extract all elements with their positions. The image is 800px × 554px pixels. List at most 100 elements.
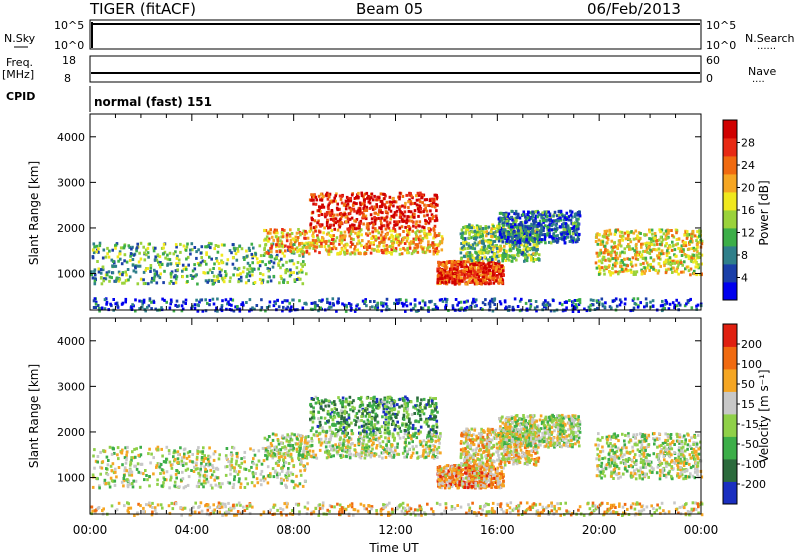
velocity-cell [235,459,238,463]
power-cell [675,231,678,235]
power-cell [435,243,439,247]
power-cell [325,212,329,216]
velocity-cell [427,454,430,458]
power-cell [153,268,156,272]
power-cell [424,222,428,226]
power-cell [336,219,340,223]
power-cell [378,241,381,245]
power-cell [105,300,109,304]
power-cell [318,207,321,211]
power-cell [514,239,517,243]
power-cell [549,309,553,313]
velocity-cell [187,475,191,479]
power-cell [307,252,311,256]
power-cell [481,278,484,282]
power-cell [209,246,212,250]
power-cell [165,300,168,304]
power-cell [470,272,473,276]
power-cell [531,228,534,232]
power-cell [320,196,324,200]
power-cell [463,266,467,270]
power-cell [434,214,438,218]
power-cell [464,231,467,235]
power-cell [298,270,301,274]
power-cell [492,224,495,228]
power-cell [513,241,517,245]
velocity-cell [115,475,118,479]
power-cell [632,273,636,276]
power-cell [146,246,150,250]
velocity-cell [438,437,441,441]
power-cell [451,272,455,276]
power-cell [533,224,536,228]
power-cell [525,232,529,236]
power-cell [516,229,520,233]
power-cell [152,249,156,253]
power-cell [144,282,147,285]
power-cell [327,226,330,230]
power-cell [597,259,601,263]
power-cell [466,254,469,258]
power-cell [251,254,254,258]
power-cell [546,210,549,214]
power-cell [514,216,518,220]
power-cell [625,269,628,273]
power-cell [649,265,653,269]
power-cell [256,261,260,265]
power-cell [123,281,126,285]
power-cell [498,236,501,240]
noise-ytick-bottom-right: 10^0 [706,39,736,52]
power-cell [613,256,617,260]
power-cell [511,235,514,239]
power-cell [217,262,221,265]
power-cell [218,267,221,271]
power-cell [391,229,395,233]
velocity-cell [199,463,203,467]
power-cell [414,243,418,247]
power-cell [387,307,391,311]
power-cell [694,265,698,269]
power-cell [410,194,413,198]
power-cell [602,251,605,255]
power-cell [615,251,619,255]
velocity-cell [365,433,368,437]
power-cell [182,244,186,248]
velocity-cell [230,451,233,455]
power-cell [402,246,405,250]
power-cell [452,264,455,268]
velocity-cell [158,465,161,469]
power-cell [635,242,638,246]
velocity-cell [182,455,186,459]
power-cell [365,246,369,249]
power-cell [499,269,502,273]
power-cell [331,247,334,251]
power-cell [500,218,504,222]
power-cell [620,259,624,262]
power-cell [189,252,192,256]
power-cell [483,269,486,273]
power-cell [416,250,420,254]
velocity-cell [183,447,187,451]
power-cell [385,251,388,255]
power-cell [655,239,658,243]
power-cell [328,239,331,243]
power-cell [168,258,172,262]
power-cell [595,266,599,270]
power-cell [531,239,534,242]
power-cell [693,234,697,238]
power-cell [233,248,237,252]
power-cell [429,203,433,207]
velocity-cell [128,473,131,477]
power-region-6 [594,228,704,277]
velocity-cell [375,446,378,450]
power-cell [377,236,380,240]
power-cell [384,206,388,210]
power-cell [350,216,354,220]
velocity-cell [186,467,190,471]
power-cell [525,236,528,240]
power-cell [512,244,516,248]
velocity-cell [424,450,427,454]
power-cell [349,252,352,256]
velocity-cell [156,482,159,486]
velocity-cell [124,461,128,465]
